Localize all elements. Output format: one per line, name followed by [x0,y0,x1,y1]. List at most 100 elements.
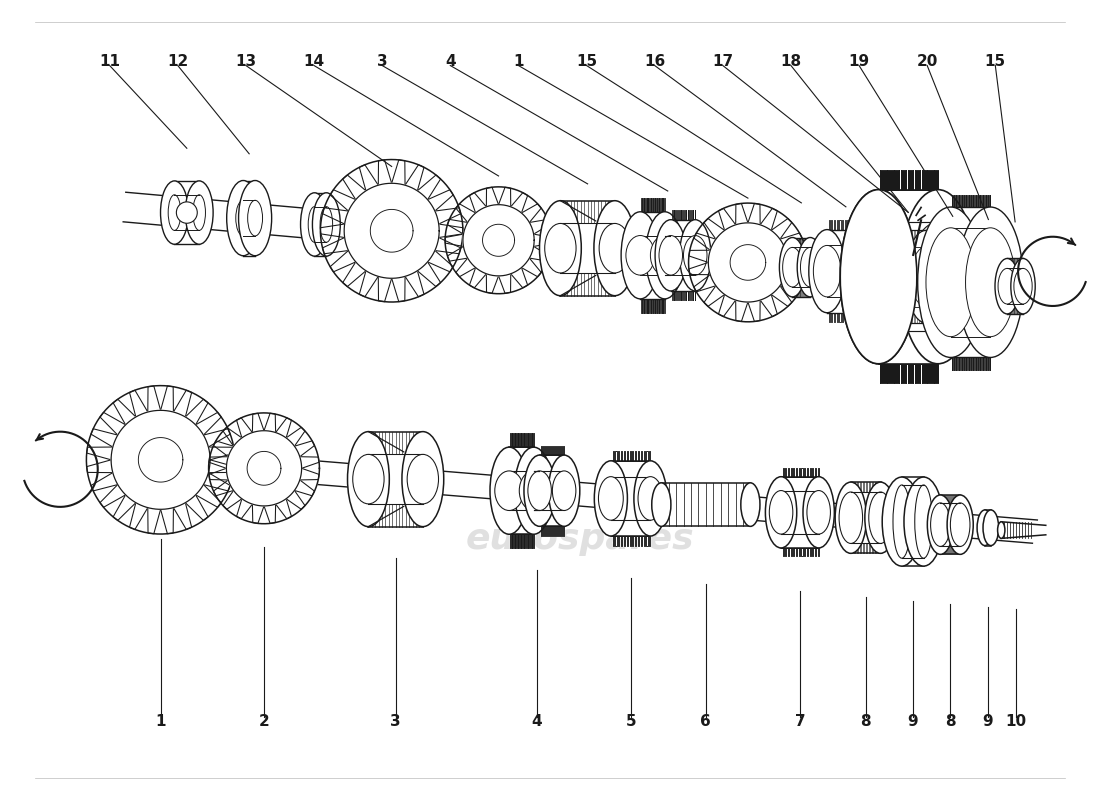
Polygon shape [552,446,554,455]
Ellipse shape [185,181,213,244]
Ellipse shape [168,194,180,230]
Ellipse shape [248,200,263,236]
Polygon shape [640,198,641,212]
Polygon shape [619,451,623,461]
Text: 7: 7 [794,714,805,729]
Ellipse shape [659,235,682,275]
Ellipse shape [300,193,329,256]
Polygon shape [844,220,846,230]
Polygon shape [903,364,904,383]
Polygon shape [486,274,498,294]
Polygon shape [550,526,552,536]
Polygon shape [343,175,366,200]
Polygon shape [343,262,366,286]
Polygon shape [650,299,651,313]
Polygon shape [854,313,857,322]
Polygon shape [811,468,813,477]
Polygon shape [227,430,301,506]
Polygon shape [892,364,894,383]
Polygon shape [931,364,933,383]
Polygon shape [243,181,255,256]
Polygon shape [300,457,319,468]
Ellipse shape [813,246,840,297]
Polygon shape [964,358,965,370]
Polygon shape [360,270,378,297]
Polygon shape [300,468,319,480]
Polygon shape [800,548,803,556]
Polygon shape [693,210,695,220]
Polygon shape [657,198,658,212]
Polygon shape [663,299,664,313]
Polygon shape [686,291,689,301]
Polygon shape [540,446,541,455]
Ellipse shape [931,503,950,546]
Polygon shape [644,198,645,212]
Ellipse shape [850,222,908,331]
Polygon shape [554,526,556,536]
Polygon shape [392,160,405,186]
Polygon shape [661,483,750,526]
Polygon shape [639,451,642,461]
Polygon shape [616,536,619,546]
Polygon shape [891,170,892,190]
Text: 9: 9 [982,714,993,729]
Polygon shape [648,451,650,461]
Ellipse shape [227,181,260,256]
Polygon shape [684,291,686,301]
Polygon shape [645,299,646,313]
Polygon shape [295,441,315,457]
Polygon shape [683,210,684,220]
Polygon shape [672,291,674,301]
Polygon shape [368,432,422,526]
Polygon shape [534,471,539,510]
Polygon shape [813,548,816,556]
Polygon shape [803,468,805,477]
Polygon shape [530,433,532,447]
Polygon shape [927,364,930,383]
Polygon shape [529,534,530,549]
Polygon shape [917,170,918,190]
Polygon shape [185,399,208,425]
Polygon shape [100,412,125,435]
Polygon shape [647,299,648,313]
Text: 4: 4 [446,54,455,69]
Text: 13: 13 [235,54,256,69]
Polygon shape [650,198,651,212]
Polygon shape [846,313,848,322]
Polygon shape [889,364,891,383]
Polygon shape [656,299,657,313]
Ellipse shape [490,447,528,534]
Ellipse shape [515,447,553,534]
Polygon shape [560,526,562,536]
Polygon shape [965,194,966,207]
Polygon shape [924,364,926,383]
Polygon shape [984,358,986,370]
Polygon shape [979,358,980,370]
Ellipse shape [519,471,548,510]
Text: 3: 3 [377,54,387,69]
Polygon shape [936,170,938,190]
Polygon shape [92,443,1037,543]
Polygon shape [322,208,349,224]
Polygon shape [560,446,562,455]
Polygon shape [984,510,991,546]
Polygon shape [690,210,692,220]
Polygon shape [681,210,683,220]
Polygon shape [970,358,972,370]
Polygon shape [616,451,619,461]
Polygon shape [840,313,844,322]
Polygon shape [912,170,913,190]
Polygon shape [671,210,672,220]
Polygon shape [560,201,615,296]
Polygon shape [517,433,518,447]
Polygon shape [392,276,405,302]
Polygon shape [683,291,684,301]
Polygon shape [781,468,784,477]
Polygon shape [956,194,958,207]
Polygon shape [543,446,546,455]
Polygon shape [648,198,650,212]
Polygon shape [879,364,880,383]
Ellipse shape [869,492,892,543]
Polygon shape [954,194,955,207]
Polygon shape [510,433,513,447]
